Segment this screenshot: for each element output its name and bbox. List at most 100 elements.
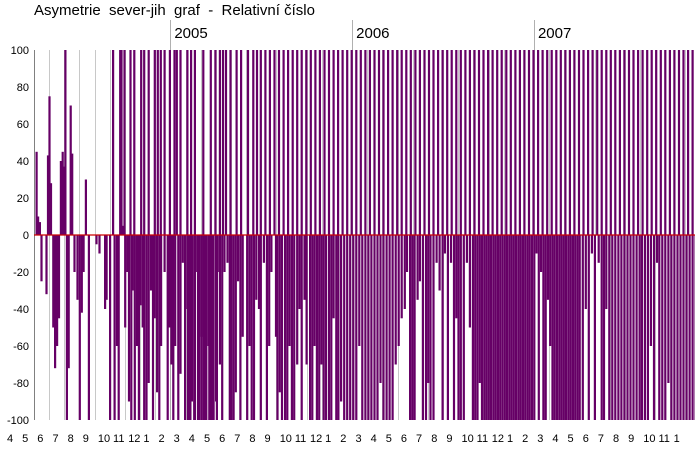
x-tick-labels: 4 5 6 7 8 9 10 11 12 1 2 3 4 5 6 7 8 9 10 11 12 1 2 3 4 5 6 7 8 9 10 11… xyxy=(7,433,680,445)
year-labels: 20052006200720 xyxy=(174,25,571,42)
bar xyxy=(540,235,543,272)
bar xyxy=(311,235,314,420)
y-tick-label: -20 xyxy=(13,267,29,279)
bar xyxy=(655,50,658,235)
bar xyxy=(559,50,562,235)
bar xyxy=(350,50,353,235)
bar xyxy=(123,50,126,235)
bar xyxy=(532,50,535,235)
bar xyxy=(315,235,318,420)
bar xyxy=(373,235,376,420)
bar xyxy=(232,235,235,420)
bar xyxy=(503,235,506,420)
bar xyxy=(255,235,258,300)
bar xyxy=(449,235,453,263)
bar xyxy=(54,235,57,369)
bar xyxy=(667,235,670,383)
bar xyxy=(113,235,116,420)
bar xyxy=(582,50,585,235)
bar xyxy=(309,235,312,420)
bar xyxy=(241,235,244,337)
bar xyxy=(376,235,379,420)
x-tick-label: 2 xyxy=(159,433,165,445)
bar xyxy=(130,235,133,420)
x-tick-label: 1 xyxy=(143,433,149,445)
bar xyxy=(320,235,323,365)
bar xyxy=(424,235,428,420)
bar xyxy=(652,235,656,420)
bar xyxy=(67,235,70,369)
bar xyxy=(274,235,278,337)
bar xyxy=(571,235,574,420)
bar xyxy=(234,235,237,393)
bar xyxy=(578,235,581,420)
x-tick-label: 1 xyxy=(325,433,331,445)
bar xyxy=(158,235,161,420)
bar xyxy=(63,166,66,235)
bar xyxy=(190,50,193,235)
bar xyxy=(664,235,667,420)
bar xyxy=(200,235,203,420)
bar xyxy=(432,50,435,235)
x-tick-label: 6 xyxy=(401,433,407,445)
x-tick-label: 7 xyxy=(598,433,604,445)
y-tick-label: 60 xyxy=(17,119,29,131)
bar xyxy=(193,235,196,420)
bar xyxy=(605,50,608,235)
bar xyxy=(480,235,484,420)
bar xyxy=(416,235,419,300)
bar xyxy=(298,235,301,309)
bar xyxy=(202,235,206,420)
bar xyxy=(573,50,576,235)
bar xyxy=(37,216,40,235)
bar xyxy=(391,235,394,420)
bar xyxy=(119,50,122,235)
bar xyxy=(591,50,594,235)
bar xyxy=(487,50,490,235)
bar xyxy=(246,50,250,235)
bar xyxy=(490,235,493,420)
bar xyxy=(526,235,529,420)
x-tick-label: 4 xyxy=(7,433,13,445)
bar xyxy=(382,235,385,420)
bar xyxy=(198,235,201,420)
bar xyxy=(560,235,563,420)
bar xyxy=(187,235,190,420)
bar xyxy=(414,50,417,235)
bar xyxy=(500,50,503,235)
bar xyxy=(427,235,430,383)
bar xyxy=(208,235,211,420)
bar xyxy=(87,235,90,420)
bar xyxy=(576,235,579,420)
bar xyxy=(186,50,189,235)
bar xyxy=(643,235,646,420)
bar xyxy=(421,235,424,420)
bar xyxy=(56,235,59,346)
bar xyxy=(105,235,108,300)
x-tick-label: 5 xyxy=(22,433,28,445)
x-tick-label: 3 xyxy=(174,433,180,445)
y-tick-label: 0 xyxy=(23,230,29,242)
bar xyxy=(181,235,184,263)
bar xyxy=(590,235,593,254)
bar xyxy=(533,235,536,420)
bar xyxy=(623,50,626,235)
bar xyxy=(409,50,412,235)
bar xyxy=(474,235,477,420)
bar xyxy=(135,235,138,346)
bar xyxy=(170,235,173,365)
bar xyxy=(98,235,101,254)
bar xyxy=(568,50,571,235)
bar xyxy=(646,235,649,420)
bar xyxy=(293,235,296,420)
bar xyxy=(126,235,129,272)
bar xyxy=(668,50,671,235)
bar xyxy=(462,235,465,420)
bar xyxy=(175,50,178,235)
bar xyxy=(179,235,182,374)
bar xyxy=(427,50,431,235)
bar xyxy=(252,235,256,420)
bar xyxy=(82,235,85,272)
bar xyxy=(78,235,81,420)
bar xyxy=(562,235,565,420)
